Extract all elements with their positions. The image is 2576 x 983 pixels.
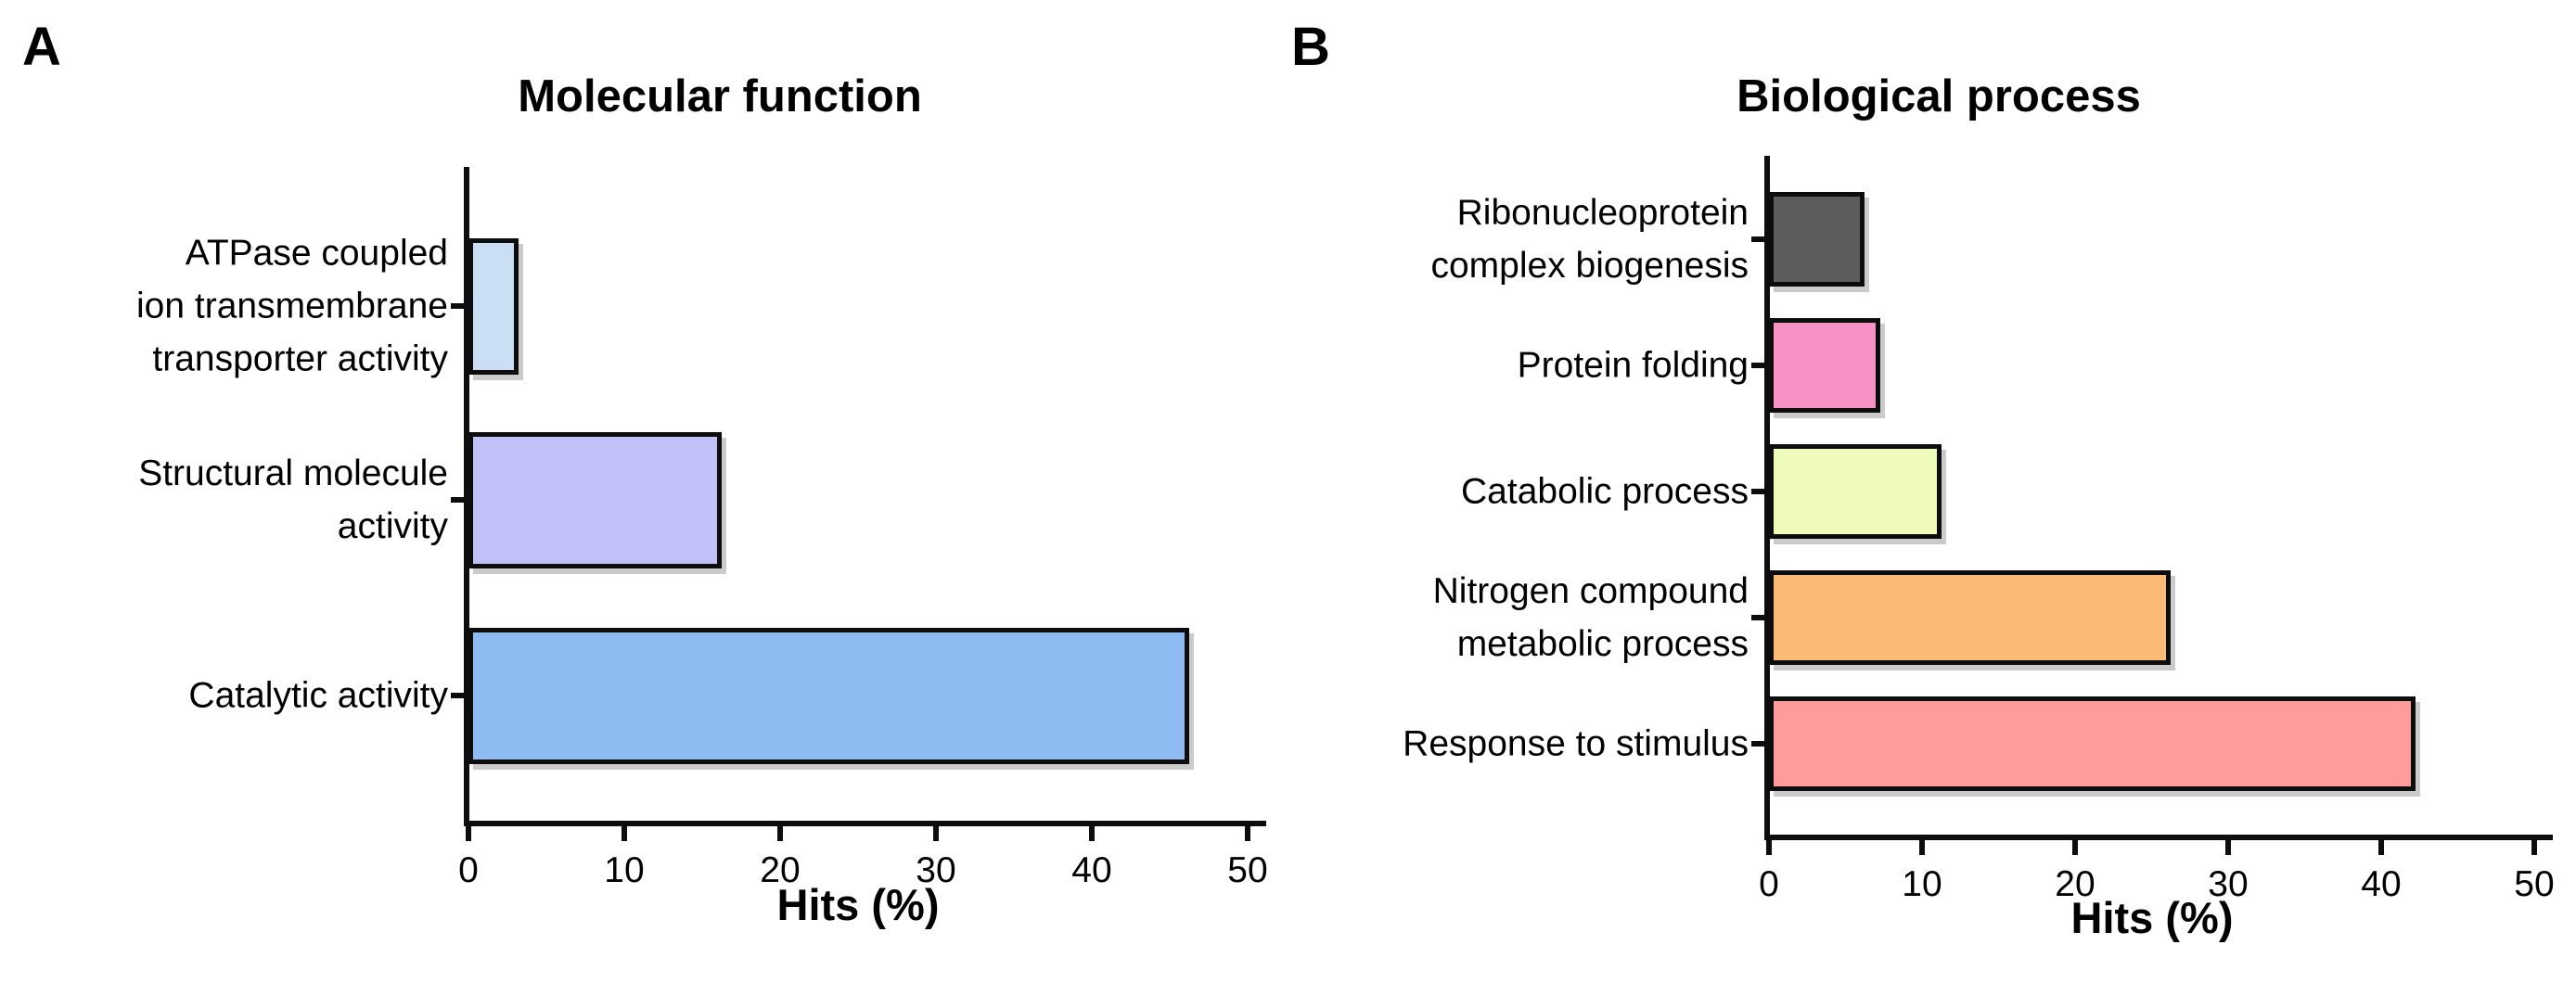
x-tick-label: 0 [458, 850, 479, 890]
x-axis-tick [2225, 840, 2231, 855]
panel-b-letter: B [1291, 17, 1330, 77]
x-axis-tick [2072, 840, 2078, 855]
x-axis-tick [1089, 826, 1095, 841]
x-axis-tick [1766, 840, 1772, 855]
x-tick-label: 50 [1227, 850, 1268, 890]
x-axis-tick [933, 826, 939, 841]
category-label: Protein folding [1517, 345, 1749, 386]
y-axis [1764, 156, 1770, 840]
y-axis-tick [451, 693, 466, 698]
panel-b-title: Biological process [1737, 71, 2141, 121]
x-axis-tick [2378, 840, 2384, 855]
category-label: Nitrogen compound metabolic process [1432, 571, 1749, 664]
x-tick-label: 50 [2514, 864, 2555, 904]
category-label: Structural molecule activity [138, 453, 448, 546]
x-axis-tick [1919, 840, 1925, 855]
x-tick-label: 10 [604, 850, 645, 890]
y-axis-tick [1751, 489, 1766, 494]
x-axis [1764, 835, 2553, 840]
y-axis-tick [451, 497, 466, 503]
bar-catalytic-activity [468, 627, 1189, 764]
x-axis-tick [1245, 826, 1250, 841]
x-tick-label: 0 [1759, 864, 1779, 904]
category-label: Catalytic activity [188, 675, 448, 716]
bar-atpase-coupled [468, 237, 519, 375]
bar-nitrogen-compound [1769, 570, 2171, 665]
x-axis-tick [777, 826, 783, 841]
x-axis-tick [2531, 840, 2537, 855]
y-axis-tick [451, 303, 466, 309]
x-tick-label: 40 [1071, 850, 1112, 890]
x-tick-label: 20 [760, 850, 801, 890]
y-axis [464, 167, 469, 826]
y-axis-tick [1751, 363, 1766, 368]
x-axis [464, 821, 1266, 826]
panel-b-xaxis-label: Hits (%) [2070, 893, 2234, 942]
x-tick-label: 20 [2055, 864, 2095, 904]
bar-ribonucleoprotein [1769, 192, 1865, 287]
bar-catabolic-process [1769, 444, 1942, 539]
y-axis-tick [1751, 236, 1766, 242]
y-axis-tick [1751, 615, 1766, 620]
x-axis-tick [622, 826, 627, 841]
category-label: Response to stimulus [1403, 723, 1749, 764]
panel-a-letter: A [22, 17, 61, 77]
panel-a-xaxis-label: Hits (%) [776, 880, 940, 929]
x-tick-label: 10 [1902, 864, 1942, 904]
x-tick-label: 40 [2361, 864, 2402, 904]
panel-a-title: Molecular function [518, 71, 922, 121]
y-axis-tick [1751, 741, 1766, 747]
x-axis-tick [466, 826, 471, 841]
category-label: Ribonucleoprotein complex biogenesis [1430, 193, 1749, 286]
bar-structural-molecule [468, 431, 722, 568]
bar-response-to-stimulus [1769, 696, 2416, 791]
x-tick-label: 30 [916, 850, 956, 890]
category-label: Catabolic process [1461, 471, 1749, 512]
bar-protein-folding [1769, 318, 1880, 413]
x-tick-label: 30 [2208, 864, 2249, 904]
category-label: ATPase coupled ion transmembrane transpo… [136, 233, 448, 379]
